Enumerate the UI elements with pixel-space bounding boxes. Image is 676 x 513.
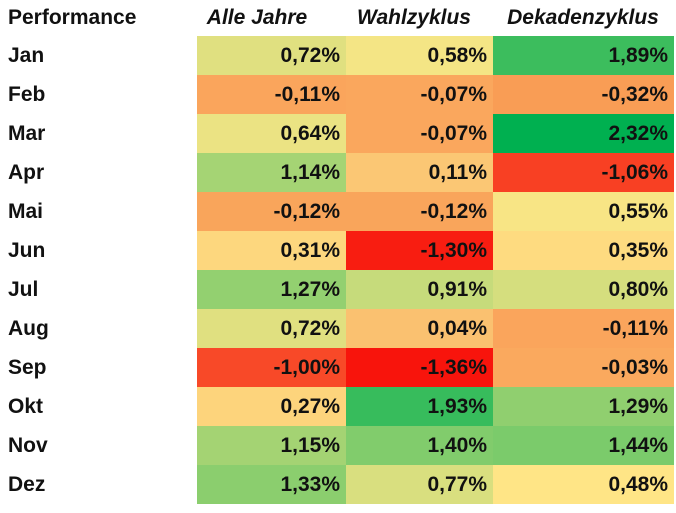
row-label-okt: Okt — [8, 395, 44, 418]
row-label-nov: Nov — [8, 434, 48, 457]
cell-dez-0: 1,33% — [197, 465, 346, 504]
cell-okt-1: 1,93% — [346, 387, 493, 426]
row-label-mar: Mar — [8, 122, 46, 145]
cell-nov-1: 1,40% — [346, 426, 493, 465]
row-label-mai: Mai — [8, 200, 44, 223]
cell-nov-0: 1,15% — [197, 426, 346, 465]
cell-dez-2: 0,48% — [493, 465, 674, 504]
row-label-sep: Sep — [8, 356, 47, 379]
row-label-dez: Dez — [8, 473, 46, 496]
cell-jan-0: 0,72% — [197, 36, 346, 75]
cell-sep-2: -0,03% — [493, 348, 674, 387]
row-label-aug: Aug — [8, 317, 49, 340]
cell-okt-2: 1,29% — [493, 387, 674, 426]
row-label-jan: Jan — [8, 44, 45, 67]
cell-jun-2: 0,35% — [493, 231, 674, 270]
column-header-1: Wahlzyklus — [357, 6, 471, 29]
cell-mai-2: 0,55% — [493, 192, 674, 231]
cell-mar-0: 0,64% — [197, 114, 346, 153]
row-label-apr: Apr — [8, 161, 45, 184]
row-label-jun: Jun — [8, 239, 46, 262]
cell-jun-0: 0,31% — [197, 231, 346, 270]
cell-apr-0: 1,14% — [197, 153, 346, 192]
cell-mar-1: -0,07% — [346, 114, 493, 153]
column-header-0: Alle Jahre — [206, 6, 308, 29]
cell-mai-1: -0,12% — [346, 192, 493, 231]
cell-apr-1: 0,11% — [346, 153, 493, 192]
cell-dez-1: 0,77% — [346, 465, 493, 504]
cell-jan-1: 0,58% — [346, 36, 493, 75]
corner-label: Performance — [8, 6, 137, 29]
cell-mar-2: 2,32% — [493, 114, 674, 153]
row-label-feb: Feb — [8, 83, 46, 106]
cell-feb-0: -0,11% — [197, 75, 346, 114]
cell-feb-2: -0,32% — [493, 75, 674, 114]
cell-jan-2: 1,89% — [493, 36, 674, 75]
cell-okt-0: 0,27% — [197, 387, 346, 426]
cell-jul-0: 1,27% — [197, 270, 346, 309]
cell-sep-1: -1,36% — [346, 348, 493, 387]
row-label-jul: Jul — [8, 278, 39, 301]
cell-jul-1: 0,91% — [346, 270, 493, 309]
cell-jun-1: -1,30% — [346, 231, 493, 270]
cell-aug-2: -0,11% — [493, 309, 674, 348]
cell-apr-2: -1,06% — [493, 153, 674, 192]
cell-aug-1: 0,04% — [346, 309, 493, 348]
cell-sep-0: -1,00% — [197, 348, 346, 387]
column-header-2: Dekadenzyklus — [507, 6, 659, 29]
cell-mai-0: -0,12% — [197, 192, 346, 231]
cell-feb-1: -0,07% — [346, 75, 493, 114]
cell-jul-2: 0,80% — [493, 270, 674, 309]
cell-aug-0: 0,72% — [197, 309, 346, 348]
cell-nov-2: 1,44% — [493, 426, 674, 465]
